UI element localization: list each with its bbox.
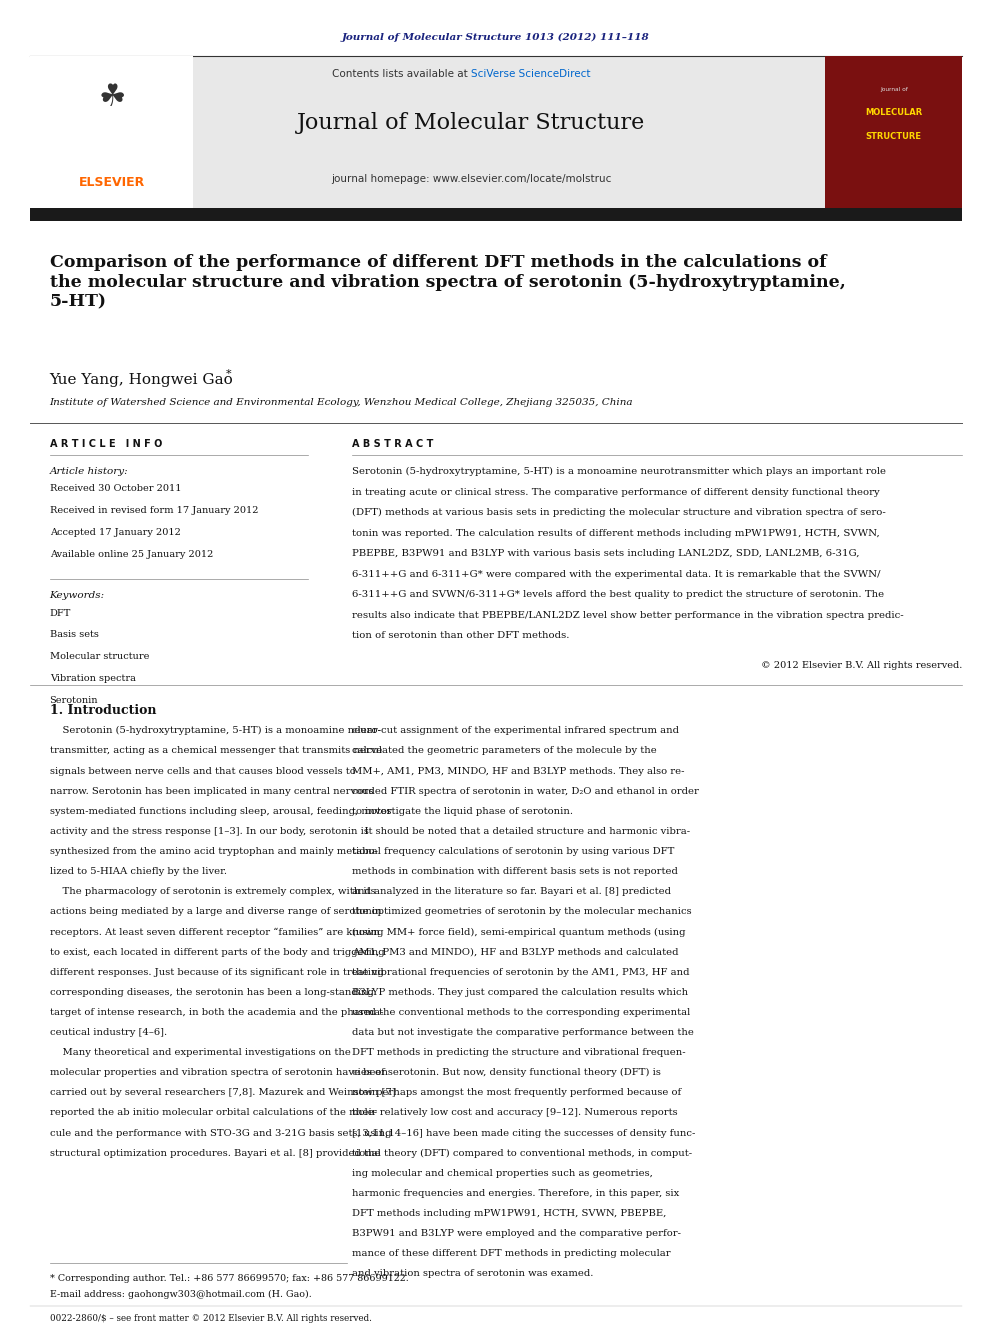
Text: cule and the performance with STO-3G and 3-21G basis sets, using: cule and the performance with STO-3G and… [50, 1129, 391, 1138]
Text: activity and the stress response [1–3]. In our body, serotonin is: activity and the stress response [1–3]. … [50, 827, 368, 836]
Text: ELSEVIER: ELSEVIER [79, 176, 145, 189]
Text: Molecular structure: Molecular structure [50, 652, 149, 662]
Text: Received 30 October 2011: Received 30 October 2011 [50, 484, 182, 493]
FancyBboxPatch shape [30, 56, 962, 208]
Text: and vibration spectra of serotonin was examed.: and vibration spectra of serotonin was e… [352, 1269, 593, 1278]
Text: MM+, AM1, PM3, MINDO, HF and B3LYP methods. They also re-: MM+, AM1, PM3, MINDO, HF and B3LYP metho… [352, 766, 684, 775]
Text: 1. Introduction: 1. Introduction [50, 704, 156, 717]
Text: cies of serotonin. But now, density functional theory (DFT) is: cies of serotonin. But now, density func… [352, 1068, 661, 1077]
Text: calculated the geometric parameters of the molecule by the: calculated the geometric parameters of t… [352, 746, 657, 755]
Text: STRUCTURE: STRUCTURE [866, 132, 922, 140]
Text: MOLECULAR: MOLECULAR [865, 108, 923, 116]
Text: 6-311++G and SVWN/6-311+G* levels afford the best quality to predict the structu: 6-311++G and SVWN/6-311+G* levels afford… [352, 590, 884, 599]
Text: E-mail address: gaohongw303@hotmail.com (H. Gao).: E-mail address: gaohongw303@hotmail.com … [50, 1290, 311, 1299]
Text: molecular properties and vibration spectra of serotonin have been: molecular properties and vibration spect… [50, 1068, 388, 1077]
Text: tional theory (DFT) compared to conventional methods, in comput-: tional theory (DFT) compared to conventi… [352, 1148, 692, 1158]
Text: A B S T R A C T: A B S T R A C T [352, 439, 434, 450]
Text: data but not investigate the comparative performance between the: data but not investigate the comparative… [352, 1028, 694, 1037]
Text: different responses. Just because of its significant role in treating: different responses. Just because of its… [50, 967, 384, 976]
Text: synthesized from the amino acid tryptophan and mainly metabo-: synthesized from the amino acid tryptoph… [50, 847, 378, 856]
Text: *: * [226, 369, 232, 380]
Text: Available online 25 January 2012: Available online 25 January 2012 [50, 550, 213, 558]
Text: ing molecular and chemical properties such as geometries,: ing molecular and chemical properties su… [352, 1168, 653, 1177]
Text: tonin was reported. The calculation results of different methods including mPW1P: tonin was reported. The calculation resu… [352, 528, 880, 537]
Text: DFT: DFT [50, 609, 71, 618]
Text: narrow. Serotonin has been implicated in many central nervous: narrow. Serotonin has been implicated in… [50, 787, 373, 795]
Text: used the conventional methods to the corresponding experimental: used the conventional methods to the cor… [352, 1008, 690, 1017]
Text: to investigate the liquid phase of serotonin.: to investigate the liquid phase of serot… [352, 807, 573, 816]
Text: mance of these different DFT methods in predicting molecular: mance of these different DFT methods in … [352, 1249, 671, 1258]
Text: Article history:: Article history: [50, 467, 128, 476]
Text: corresponding diseases, the serotonin has been a long-standing: corresponding diseases, the serotonin ha… [50, 988, 373, 996]
Text: in treating acute or clinical stress. The comparative performance of different d: in treating acute or clinical stress. Th… [352, 488, 880, 496]
Text: (DFT) methods at various basis sets in predicting the molecular structure and vi: (DFT) methods at various basis sets in p… [352, 508, 886, 517]
Text: tional frequency calculations of serotonin by using various DFT: tional frequency calculations of seroton… [352, 847, 675, 856]
Text: It should be noted that a detailed structure and harmonic vibra-: It should be noted that a detailed struc… [352, 827, 690, 836]
Text: B3LYP methods. They just compared the calculation results which: B3LYP methods. They just compared the ca… [352, 988, 688, 996]
Text: (using MM+ force field), semi-empirical quantum methods (using: (using MM+ force field), semi-empirical … [352, 927, 685, 937]
Text: SciVerse ScienceDirect: SciVerse ScienceDirect [471, 69, 590, 79]
Text: carried out by several researchers [7,8]. Mazurek and Weinstein [7]: carried out by several researchers [7,8]… [50, 1089, 395, 1097]
Text: now perhaps amongst the most frequently performed because of: now perhaps amongst the most frequently … [352, 1089, 682, 1097]
Text: reported the ab initio molecular orbital calculations of the mole-: reported the ab initio molecular orbital… [50, 1109, 377, 1118]
Text: methods in combination with different basis sets is not reported: methods in combination with different ba… [352, 867, 679, 876]
FancyBboxPatch shape [30, 56, 193, 208]
Text: PBEPBE, B3PW91 and B3LYP with various basis sets including LANL2DZ, SDD, LANL2MB: PBEPBE, B3PW91 and B3LYP with various ba… [352, 549, 860, 558]
Text: the vibrational frequencies of serotonin by the AM1, PM3, HF and: the vibrational frequencies of serotonin… [352, 967, 689, 976]
Text: results also indicate that PBEPBE/LANL2DZ level show better performance in the v: results also indicate that PBEPBE/LANL2D… [352, 611, 904, 619]
Text: their relatively low cost and accuracy [9–12]. Numerous reports: their relatively low cost and accuracy [… [352, 1109, 678, 1118]
Text: 6-311++G and 6-311+G* were compared with the experimental data. It is remarkable: 6-311++G and 6-311+G* were compared with… [352, 569, 881, 578]
Text: 0022-2860/$ – see front matter © 2012 Elsevier B.V. All rights reserved.: 0022-2860/$ – see front matter © 2012 El… [50, 1314, 371, 1323]
Text: actions being mediated by a large and diverse range of serotonin: actions being mediated by a large and di… [50, 908, 381, 917]
Text: Many theoretical and experimental investigations on the: Many theoretical and experimental invest… [50, 1048, 350, 1057]
Text: ☘: ☘ [98, 83, 126, 112]
Text: transmitter, acting as a chemical messenger that transmits nerve: transmitter, acting as a chemical messen… [50, 746, 382, 755]
Text: DFT methods including mPW1PW91, HCTH, SVWN, PBEPBE,: DFT methods including mPW1PW91, HCTH, SV… [352, 1209, 667, 1218]
Text: the optimized geometries of serotonin by the molecular mechanics: the optimized geometries of serotonin by… [352, 908, 691, 917]
Text: target of intense research, in both the academia and the pharma-: target of intense research, in both the … [50, 1008, 383, 1017]
Text: clear-cut assignment of the experimental infrared spectrum and: clear-cut assignment of the experimental… [352, 726, 680, 736]
Text: signals between nerve cells and that causes blood vessels to: signals between nerve cells and that cau… [50, 766, 355, 775]
Text: Yue Yang, Hongwei Gao: Yue Yang, Hongwei Gao [50, 373, 233, 388]
Text: system-mediated functions including sleep, arousal, feeding, motor: system-mediated functions including slee… [50, 807, 392, 816]
Text: Accepted 17 January 2012: Accepted 17 January 2012 [50, 528, 181, 537]
FancyBboxPatch shape [825, 56, 962, 208]
Text: Keywords:: Keywords: [50, 591, 105, 601]
Text: AM1, PM3 and MINDO), HF and B3LYP methods and calculated: AM1, PM3 and MINDO), HF and B3LYP method… [352, 947, 679, 957]
Text: Institute of Watershed Science and Environmental Ecology, Wenzhou Medical Colleg: Institute of Watershed Science and Envir… [50, 398, 633, 407]
Text: Journal of Molecular Structure 1013 (2012) 111–118: Journal of Molecular Structure 1013 (201… [342, 33, 650, 41]
Text: harmonic frequencies and energies. Therefore, in this paper, six: harmonic frequencies and energies. There… [352, 1189, 680, 1197]
Text: Comparison of the performance of different DFT methods in the calculations of
th: Comparison of the performance of differe… [50, 254, 845, 310]
Text: Serotonin (5-hydroxytryptamine, 5-HT) is a monoamine neurotransmitter which play: Serotonin (5-hydroxytryptamine, 5-HT) is… [352, 467, 886, 476]
Text: © 2012 Elsevier B.V. All rights reserved.: © 2012 Elsevier B.V. All rights reserved… [761, 662, 962, 671]
Text: and analyzed in the literature so far. Bayari et al. [8] predicted: and analyzed in the literature so far. B… [352, 888, 672, 896]
Text: DFT methods in predicting the structure and vibrational frequen-: DFT methods in predicting the structure … [352, 1048, 685, 1057]
Text: structural optimization procedures. Bayari et al. [8] provided the: structural optimization procedures. Baya… [50, 1148, 380, 1158]
Text: receptors. At least seven different receptor “families” are known: receptors. At least seven different rece… [50, 927, 380, 937]
Text: Vibration spectra: Vibration spectra [50, 675, 136, 683]
Text: B3PW91 and B3LYP were employed and the comparative perfor-: B3PW91 and B3LYP were employed and the c… [352, 1229, 682, 1238]
Text: tion of serotonin than other DFT methods.: tion of serotonin than other DFT methods… [352, 631, 569, 640]
FancyBboxPatch shape [30, 208, 962, 221]
Text: Basis sets: Basis sets [50, 631, 98, 639]
Text: journal homepage: www.elsevier.com/locate/molstruc: journal homepage: www.elsevier.com/locat… [331, 173, 611, 184]
Text: Journal of: Journal of [880, 87, 908, 93]
Text: Received in revised form 17 January 2012: Received in revised form 17 January 2012 [50, 507, 258, 515]
Text: * Corresponding author. Tel.: +86 577 86699570; fax: +86 577 86699122.: * Corresponding author. Tel.: +86 577 86… [50, 1274, 409, 1283]
Text: Serotonin (5-hydroxytryptamine, 5-HT) is a monoamine neuro-: Serotonin (5-hydroxytryptamine, 5-HT) is… [50, 726, 381, 736]
Text: [13,11,14–16] have been made citing the successes of density func-: [13,11,14–16] have been made citing the … [352, 1129, 695, 1138]
Text: The pharmacology of serotonin is extremely complex, with its: The pharmacology of serotonin is extreme… [50, 888, 375, 896]
Text: Serotonin: Serotonin [50, 696, 98, 705]
Text: corded FTIR spectra of serotonin in water, D₂O and ethanol in order: corded FTIR spectra of serotonin in wate… [352, 787, 699, 795]
Text: Journal of Molecular Structure: Journal of Molecular Structure [297, 112, 646, 134]
Text: lized to 5-HIAA chiefly by the liver.: lized to 5-HIAA chiefly by the liver. [50, 867, 226, 876]
Text: Contents lists available at: Contents lists available at [332, 69, 471, 79]
Text: ceutical industry [4–6].: ceutical industry [4–6]. [50, 1028, 167, 1037]
Text: A R T I C L E   I N F O: A R T I C L E I N F O [50, 439, 162, 450]
Text: to exist, each located in different parts of the body and triggering: to exist, each located in different part… [50, 947, 384, 957]
